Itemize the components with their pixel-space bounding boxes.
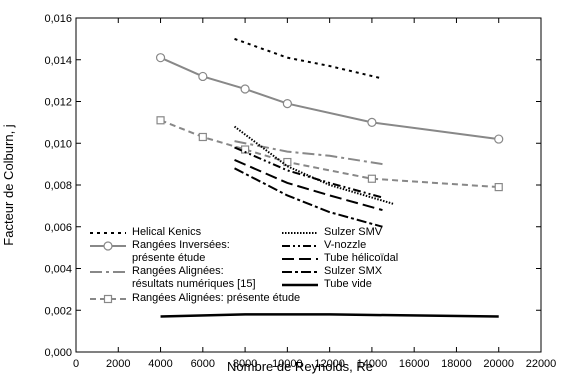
legend-label: Rangées Alignées: présente étude <box>132 292 301 304</box>
legend-label: V-nozzle <box>324 239 367 251</box>
series-line <box>233 125 394 205</box>
y-tick-label: 0,000 <box>44 347 72 359</box>
legend-label: Helical Kenics <box>132 226 202 238</box>
legend-swatch <box>282 232 318 234</box>
x-tick-label: 8000 <box>233 358 257 370</box>
point-marker <box>282 98 292 109</box>
legend-label: Sulzer SMV <box>324 226 383 238</box>
y-axis-label: Facteur de Colburn, j <box>1 124 16 246</box>
x-axis-label: Nombre de Reynolds, Re <box>227 359 373 374</box>
point-marker <box>103 241 113 251</box>
y-tick-label: 0,016 <box>44 13 72 25</box>
legend-swatch <box>90 232 126 234</box>
legend-swatch <box>90 294 126 304</box>
point-marker <box>103 294 113 304</box>
legend-item: Sulzer SMX <box>280 265 524 278</box>
legend-swatch <box>282 271 318 273</box>
legend-label: Sulzer SMX <box>324 265 383 277</box>
legend-item: Rangées Alignées: résultats numériques [… <box>88 265 267 291</box>
x-tick-label: 10000 <box>272 358 303 370</box>
legend-label: Tube hélicoïdal <box>324 252 399 264</box>
x-tick-label: 16000 <box>399 358 430 370</box>
point-marker <box>198 132 207 142</box>
series-line <box>234 146 383 199</box>
series-line <box>160 313 499 318</box>
legend-swatch <box>282 245 318 247</box>
x-tick-label: 18000 <box>441 358 472 370</box>
y-tick-label: 0,014 <box>44 55 72 67</box>
x-tick-label: 4000 <box>148 358 172 370</box>
y-tick-label: 0,002 <box>44 305 72 317</box>
legend-label: Rangées Alignées: résultats numériques [… <box>132 265 256 290</box>
x-tick-label: 22000 <box>526 358 557 370</box>
legend-swatch <box>90 271 126 273</box>
x-tick-label: 6000 <box>191 358 215 370</box>
y-tick-label: 0,008 <box>44 180 72 192</box>
legend-item: Rangées Alignées: présente étude <box>88 292 432 305</box>
point-marker <box>240 84 250 94</box>
x-tick-label: 0 <box>73 358 79 370</box>
legend-item: Tube vide <box>280 278 524 291</box>
legend-swatch <box>282 258 318 260</box>
y-tick-label: 0,006 <box>44 222 72 234</box>
legend-item: Rangées Inversées: présente étude <box>88 239 267 265</box>
legend-swatch <box>282 283 318 287</box>
legend-item: Tube hélicoïdal <box>280 252 524 265</box>
point-marker <box>367 174 377 183</box>
x-tick-label: 2000 <box>106 358 130 370</box>
point-marker <box>367 117 377 127</box>
point-marker <box>156 116 165 125</box>
x-tick-label: 14000 <box>357 358 388 370</box>
series-line <box>234 37 383 80</box>
x-tick-label: 12000 <box>314 358 345 370</box>
series-line <box>234 159 383 212</box>
point-marker <box>494 134 504 144</box>
series-line <box>160 56 499 141</box>
legend-item: V-nozzle <box>280 239 524 252</box>
point-marker <box>198 71 208 82</box>
y-tick-label: 0,012 <box>44 97 72 109</box>
y-tick-label: 0,004 <box>44 264 72 276</box>
legend-swatch <box>90 241 126 251</box>
point-marker <box>283 157 292 167</box>
legend-item: Sulzer SMV <box>280 226 524 239</box>
legend-label: Tube vide <box>324 278 372 290</box>
y-tick-label: 0,010 <box>44 138 72 150</box>
legend-label: Rangées Inversées: présente étude <box>132 239 230 264</box>
series-line <box>160 119 499 189</box>
series-line <box>234 167 383 228</box>
x-tick-label: 20000 <box>483 358 514 370</box>
point-marker <box>155 53 166 63</box>
legend-item: Helical Kenics <box>88 226 267 239</box>
point-marker <box>494 182 503 192</box>
